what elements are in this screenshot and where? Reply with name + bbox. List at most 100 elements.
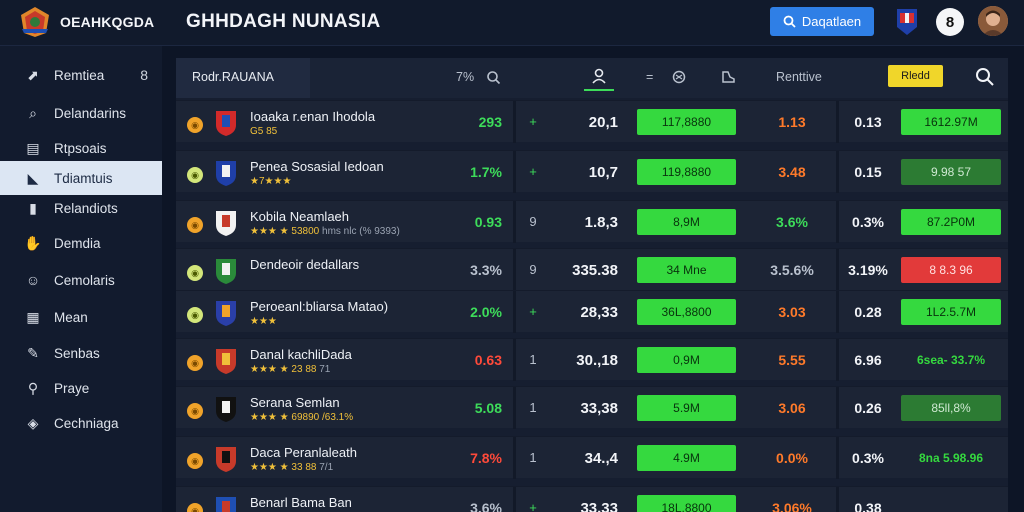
- team-name[interactable]: Dendeoir dedallars: [250, 257, 360, 272]
- team-name[interactable]: Peroeanl:bliarsa Matao): [250, 299, 389, 314]
- ball-icon[interactable]: [672, 70, 686, 84]
- sidebar-item[interactable]: ⚲ Praye: [0, 371, 162, 405]
- market-value-pill[interactable]: 8na 5.98.96: [918, 451, 984, 465]
- table-row[interactable]: ◉ Serana Semlan ★★★ ★ 69890 /63.1% 5.08 1 33…: [176, 386, 1008, 429]
- sidebar-item[interactable]: ◣ Tdiamtuis: [0, 161, 162, 195]
- team-rating: ★★★ ★ 33 88 7/1: [250, 462, 333, 473]
- team-name[interactable]: Kobila Neamlaeh: [250, 209, 350, 224]
- notification-icon[interactable]: 8: [936, 8, 964, 36]
- ratio-value: 6.96: [854, 352, 882, 368]
- avatar[interactable]: [978, 6, 1008, 36]
- header-percent[interactable]: 7%: [456, 70, 475, 84]
- header-equals[interactable]: =: [646, 70, 654, 84]
- sidebar-item[interactable]: ☺ Cemolaris: [0, 263, 162, 297]
- table-row[interactable]: ◉ Penea Sosasial Iedoan ★7★★★ 1.7% +10,7 119…: [176, 150, 1008, 193]
- value-pill[interactable]: 8,9M: [637, 209, 736, 235]
- market-value-pill[interactable]: 8 8.3 96: [901, 257, 1001, 283]
- sidebar-item[interactable]: ⌕ Delandarins: [0, 96, 162, 130]
- sidebar-item[interactable]: ⬈ Remtiea 8: [0, 58, 162, 92]
- stat-value: 30.,18: [576, 352, 618, 369]
- stat-change: 5.08: [474, 400, 502, 416]
- team-rating: ★★★ ★ 69890 /63.1%: [250, 412, 353, 423]
- rating-extra: 7/1: [319, 462, 334, 473]
- table-row[interactable]: ◉ Dendeoir dedallars 3.3% 9 335.38 34 Mne 3.5…: [176, 248, 1008, 291]
- coin-icon: ◉: [187, 355, 203, 371]
- column-separator: [513, 201, 516, 243]
- trend-indicator: 1: [529, 352, 537, 367]
- table-row[interactable]: ◉ Danal kachliDada ★★★ ★ 23 88 71 0.63 1 30.,…: [176, 338, 1008, 381]
- rating-stars: ★★★ ★ 33 88: [250, 462, 317, 473]
- value-pill[interactable]: 34 Mne: [637, 257, 736, 283]
- market-value-pill[interactable]: 85ll,8%: [901, 395, 1001, 421]
- trend-indicator: +: [529, 114, 537, 129]
- value-pill[interactable]: 0,9M: [637, 347, 736, 373]
- sidebar-item-badge: 8: [140, 67, 148, 83]
- user-icon: ☺: [25, 272, 41, 288]
- team-name[interactable]: Benarl Bama Ban: [250, 495, 352, 510]
- rating-extra: hms nlc (% 9393): [322, 226, 400, 237]
- sidebar-item-label: Cemolaris: [54, 272, 115, 288]
- value-pill[interactable]: 117,8880: [637, 109, 736, 135]
- value-pill[interactable]: 4.9M: [637, 445, 736, 471]
- tab-main[interactable]: Rodr.RAUANA: [176, 58, 310, 98]
- team-name[interactable]: Danal kachliDada: [250, 347, 352, 362]
- stat-change: 3.3%: [470, 262, 502, 278]
- ratio-value: 0.13: [854, 114, 882, 130]
- relative-value: 3.5.6%: [770, 262, 814, 278]
- sidebar-item[interactable]: ✋ Demdia: [0, 226, 162, 260]
- user-icon[interactable]: [592, 68, 606, 84]
- team-name[interactable]: Ioaaka r.enan Ihodola: [250, 109, 376, 124]
- team-crest-icon: [216, 161, 236, 186]
- header-relative[interactable]: Renttive: [776, 70, 822, 84]
- search-button-label: Daqatlaen: [801, 14, 862, 29]
- team-name[interactable]: Serana Semlan: [250, 395, 340, 410]
- sidebar-item[interactable]: ▮ Relandiots: [0, 191, 162, 225]
- top-bar: OEAHKQGDA GHHDAGH NUNASIA Daqatlaen 8: [0, 0, 1024, 46]
- column-separator: [836, 339, 839, 381]
- table-row[interactable]: ◉ Kobila Neamlaeh ★★★ ★ 53800 hms nlc (% 9…: [176, 200, 1008, 243]
- tag-icon: ◈: [27, 415, 39, 431]
- flag-icon[interactable]: [895, 7, 919, 37]
- sidebar: ⬈ Remtiea 8 ⌕ Delandarins ▤ Rtpsoais ◣ Tdiamtuis…: [0, 46, 162, 512]
- table-row[interactable]: ◉ Benarl Bama Ban 3.6% +33.33 18L,8800 3.06%…: [176, 486, 1008, 512]
- value-pill[interactable]: 5.9M: [637, 395, 736, 421]
- table-row[interactable]: ◉ Ioaaka r.enan Ihodola G5 85 293 +20,1 117,…: [176, 100, 1008, 143]
- relative-value: 3.06: [778, 400, 806, 416]
- value-pill[interactable]: 119,8880: [637, 159, 736, 185]
- team-name[interactable]: Penea Sosasial Iedoan: [250, 159, 384, 174]
- filter-search-icon[interactable]: [486, 70, 501, 85]
- table-search-icon[interactable]: [974, 66, 996, 88]
- market-value-pill[interactable]: 87.2P0M: [901, 209, 1001, 235]
- market-value-pill[interactable]: 9.98 57: [901, 159, 1001, 185]
- page-title: GHHDAGH NUNASIA: [186, 11, 381, 32]
- stat-change: 0.93: [474, 214, 502, 230]
- stat-value: 34.,4: [584, 450, 618, 467]
- market-value-pill[interactable]: 1612.97M: [901, 109, 1001, 135]
- team-name[interactable]: Daca Peranlaleath: [250, 445, 357, 460]
- value-pill[interactable]: 18L,8800: [637, 495, 736, 512]
- sidebar-item[interactable]: ✎ Senbas: [0, 336, 162, 370]
- relative-value: 3.48: [778, 164, 806, 180]
- shield-logo-icon[interactable]: [18, 5, 52, 39]
- market-value-pill[interactable]: 1L2.5.7M: [901, 299, 1001, 325]
- column-separator: [513, 151, 516, 193]
- table-row[interactable]: ◉ Daca Peranlaleath ★★★ ★ 33 88 7/1 7.8% 1 34…: [176, 436, 1008, 479]
- brand-name[interactable]: OEAHKQGDA: [60, 14, 155, 30]
- value-pill[interactable]: 36L,8800: [637, 299, 736, 325]
- sidebar-item-label: Rtpsoais: [54, 140, 107, 156]
- coin-icon: ◉: [187, 265, 203, 281]
- table-row[interactable]: ◉ Peroeanl:bliarsa Matao) ★★★ 2.0% +28,33 36…: [176, 290, 1008, 333]
- coin-icon: ◉: [187, 167, 203, 183]
- column-separator: [836, 101, 839, 143]
- sidebar-item[interactable]: ▦ Mean: [0, 300, 162, 334]
- boot-icon[interactable]: [721, 70, 736, 84]
- column-separator: [513, 437, 516, 479]
- sidebar-item[interactable]: ◈ Cechniaga: [0, 406, 162, 440]
- search-icon: ⌕: [29, 105, 37, 121]
- highlight-badge[interactable]: Rledd: [888, 65, 943, 87]
- sidebar-item[interactable]: ▤ Rtpsoais: [0, 131, 162, 165]
- search-button[interactable]: Daqatlaen: [770, 7, 874, 36]
- team-crest-icon: [216, 259, 236, 284]
- market-value-pill[interactable]: 6sea- 33.7%: [916, 353, 986, 367]
- relative-value: 3.03: [778, 304, 806, 320]
